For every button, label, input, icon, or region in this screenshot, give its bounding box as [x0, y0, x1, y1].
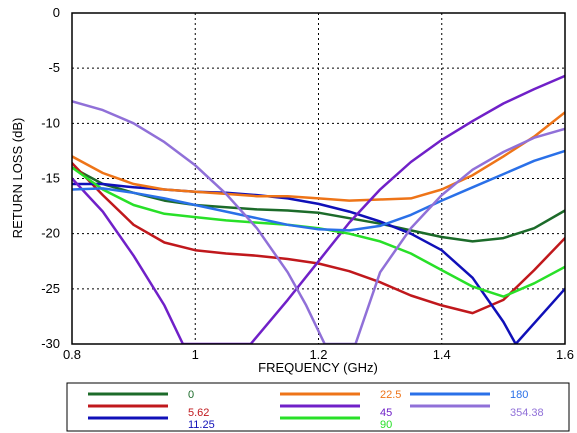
- x-tick-label: 1: [192, 347, 199, 362]
- y-axis-title: RETURN LOSS (dB): [10, 118, 25, 239]
- x-axis-title: FREQUENCY (GHz): [258, 360, 378, 375]
- y-tick-label: -10: [41, 115, 60, 130]
- series-line-45: [72, 74, 565, 344]
- series-line-22.5: [72, 111, 565, 202]
- y-tick-label: -20: [41, 226, 60, 241]
- legend-label-180: 180: [510, 389, 528, 401]
- x-tick-label: 1.6: [556, 347, 574, 362]
- y-tick-label: -25: [41, 281, 60, 296]
- series-line-180: [72, 149, 565, 232]
- plot-frame: [71, 12, 566, 345]
- y-tick-label: -15: [41, 171, 60, 186]
- y-tick-label: 0: [53, 5, 60, 20]
- series-layer: [72, 74, 565, 344]
- tick-labels: 0.8 1 1.2 1.4 1.6 0 -5 -10 -15 -20 -25 -30: [41, 5, 574, 362]
- legend-label-45: 45: [380, 407, 392, 419]
- legend-label-22.5: 22.5: [380, 389, 401, 401]
- legend-label-0: 0: [188, 389, 194, 401]
- series-line-354.38: [72, 100, 565, 344]
- y-tick-label: -5: [48, 60, 60, 75]
- series-line-5.62: [72, 161, 565, 315]
- legend-label-90: 90: [380, 419, 392, 431]
- series-line-0: [72, 166, 565, 243]
- legend-label-11.25: 11.25: [188, 419, 215, 431]
- y-tick-label: -30: [41, 336, 60, 351]
- x-tick-label: 1.4: [433, 347, 451, 362]
- x-tick-label: 1.2: [309, 347, 327, 362]
- legend-label-5.62: 5.62: [188, 407, 209, 419]
- legend-label-354.38: 354.38: [510, 407, 544, 419]
- x-tick-label: 0.8: [63, 347, 81, 362]
